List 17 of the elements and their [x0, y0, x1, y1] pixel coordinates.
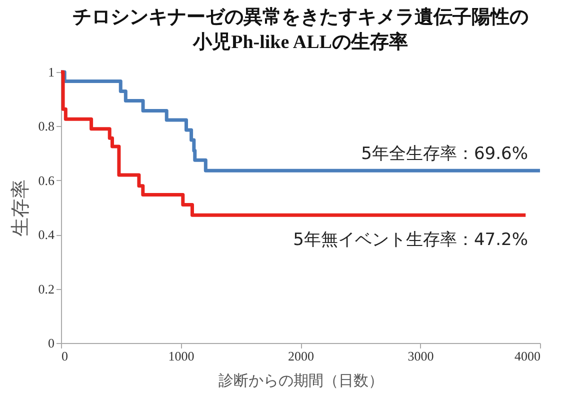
- y-axis-title: 生存率: [9, 180, 32, 236]
- x-tick-label: 0: [62, 348, 68, 364]
- y-tick-label: 0.4: [38, 227, 55, 242]
- chart-title: チロシンキナーゼの異常をきたすキメラ遺伝子陽性の: [72, 6, 528, 28]
- y-tick-label: 1: [48, 64, 54, 80]
- x-tick-label: 3000: [408, 348, 434, 364]
- annotation: 5年無イベント生存率：47.2%: [293, 230, 528, 250]
- x-tick-label: 1000: [168, 348, 194, 364]
- y-tick-label: 0.2: [38, 281, 54, 296]
- chart-subtitle: 小児Ph-like ALLの生存率: [192, 31, 408, 53]
- y-tick-label: 0.6: [38, 172, 55, 188]
- annotation: 5年全生存率：69.6%: [361, 144, 528, 164]
- x-tick-label: 2000: [288, 348, 314, 364]
- x-tick-label: 4000: [514, 348, 540, 364]
- y-tick-label: 0.8: [38, 118, 54, 134]
- x-axis-title: 診断からの期間（日数）: [218, 372, 384, 390]
- y-tick-label: 0: [48, 336, 54, 350]
